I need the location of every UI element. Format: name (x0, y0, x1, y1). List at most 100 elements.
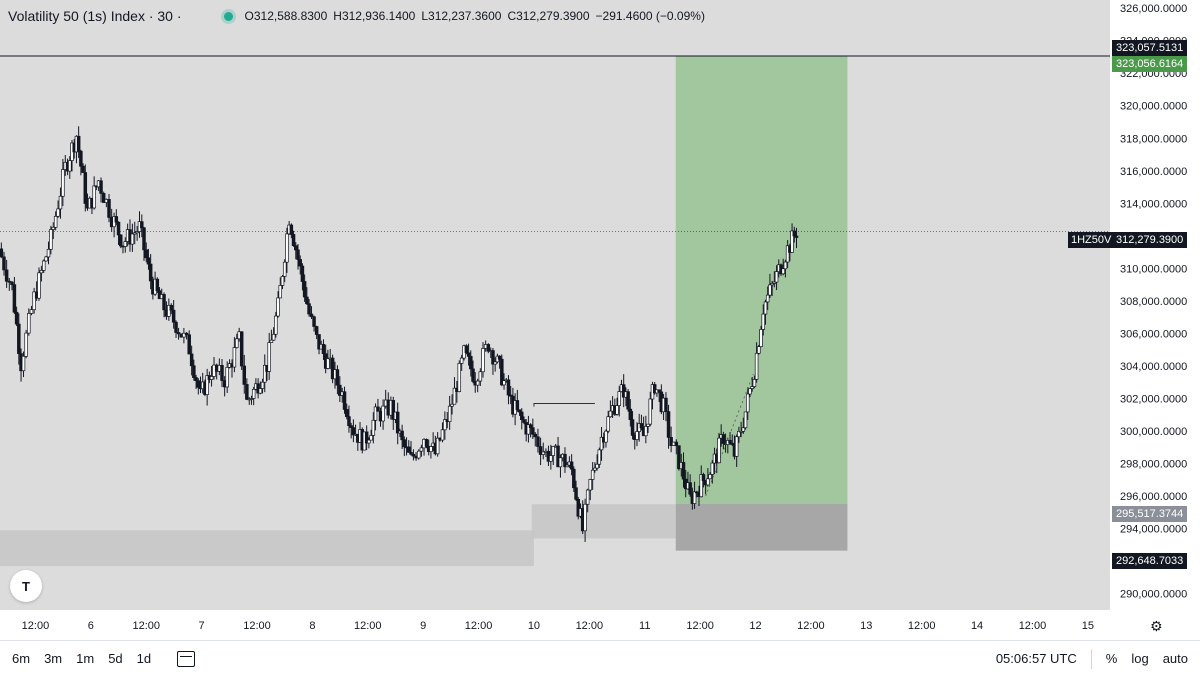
candle-body (497, 355, 502, 360)
candle-body (351, 427, 356, 436)
candle-body (326, 358, 330, 369)
candle-body (761, 313, 766, 330)
candle-body (792, 230, 797, 237)
candle-body (81, 165, 85, 173)
candle-body (338, 384, 342, 396)
candle-body (635, 431, 639, 440)
candle-body (39, 270, 44, 274)
candle-body (757, 346, 761, 354)
candle-body (748, 388, 752, 395)
time-tick-label: 6 (88, 620, 94, 632)
time-tick-label: 12 (749, 620, 761, 632)
candle-body (741, 427, 746, 432)
clock-time[interactable]: 05:06:57 UTC (995, 651, 1077, 666)
ohlc-close: C312,279.3900 (507, 9, 590, 23)
candle-body (734, 436, 739, 457)
candle-body (92, 185, 96, 209)
time-tick-label: 10 (528, 620, 540, 632)
candle-body (739, 430, 743, 433)
candle-body (493, 361, 497, 365)
symbol-title[interactable]: Volatility 50 (1s) Index · 30 · (8, 8, 182, 24)
candle-body (192, 365, 196, 378)
range-1m-button[interactable]: 1m (76, 651, 95, 666)
candle-body (14, 311, 19, 325)
current-price-tag: 312,279.3900 (1112, 232, 1188, 248)
toolbar-right: 05:06:57 UTC % log auto (996, 641, 1188, 675)
candle-body (750, 386, 754, 389)
candle-body (302, 281, 307, 298)
candle-body (76, 135, 81, 152)
chart-area[interactable]: Volatility 50 (1s) Index · 30 · O312,588… (0, 0, 1110, 610)
range-3m-button[interactable]: 3m (44, 651, 63, 666)
candle-body (710, 462, 715, 475)
chart-canvas[interactable] (0, 0, 1110, 610)
percent-scale-button[interactable]: % (1105, 651, 1118, 666)
candle-body (148, 263, 153, 282)
candle-body (669, 437, 673, 446)
candle-body (269, 339, 274, 343)
candle-body (282, 261, 287, 277)
time-tick-label: 12:00 (686, 620, 714, 632)
time-axis[interactable]: 12:00 6 12:00 7 12:00 8 12:00 9 12:00 10 12:00 11 12… (0, 610, 1110, 640)
candle-body (162, 294, 166, 311)
candles (0, 126, 799, 542)
candle-body (520, 411, 524, 420)
candle-body (599, 436, 604, 451)
price-tick-label: 310,000.0000 (1120, 263, 1187, 275)
candle-body (502, 380, 506, 386)
ohlc-values: O312,588.8300 H312,936.1400 L312,237.360… (245, 9, 705, 23)
entry-price-tag: 295,517.3744 (1112, 506, 1188, 522)
candle-body (699, 474, 703, 498)
log-scale-button[interactable]: log (1131, 651, 1149, 666)
candle-body (42, 260, 46, 271)
range-1d-button[interactable]: 1d (136, 651, 152, 666)
candle-body (617, 391, 622, 406)
candle-body (608, 410, 613, 418)
stop-price-tag: 292,648.7033 (1112, 553, 1188, 569)
horizontal-line-price-tag: 323,057.5131 (1112, 40, 1188, 56)
candle-body (452, 387, 457, 405)
candle-body (648, 398, 653, 425)
candle-body (276, 297, 280, 317)
candle-body (576, 498, 581, 517)
candle-body (471, 368, 475, 382)
price-tick-label: 306,000.0000 (1120, 328, 1187, 340)
candle-body (590, 469, 595, 480)
date-range-calendar-icon[interactable] (177, 650, 196, 667)
candle-body (646, 423, 650, 427)
range-5d-button[interactable]: 5d (108, 651, 123, 666)
candle-body (765, 294, 770, 303)
time-axis-ticks: 12:00 6 12:00 7 12:00 8 12:00 9 12:00 10 12:00 11 12… (22, 620, 1094, 632)
candle-body (187, 334, 191, 355)
candle-body (209, 376, 214, 380)
zone-rect-0 (0, 530, 534, 567)
candle-body (118, 234, 123, 247)
candle-body (409, 451, 413, 455)
candle-body (674, 441, 679, 447)
candle-body (440, 429, 445, 441)
zone-rect-1 (531, 504, 676, 539)
candle-body (644, 426, 648, 437)
tradingview-logo-icon[interactable]: T (10, 570, 42, 602)
bottom-toolbar: 6m 3m 1m 5d 1d 05:06:57 UTC % log auto (0, 640, 1200, 675)
candle-body (278, 285, 283, 299)
auto-scale-button[interactable]: auto (1162, 651, 1188, 666)
symbol-tag: 1HZ50V (1068, 232, 1115, 248)
candle-body (68, 160, 72, 172)
candle-body (335, 369, 340, 386)
price-tick-label: 326,000.0000 (1120, 3, 1187, 15)
candle-body (32, 291, 36, 311)
candle-body (402, 439, 407, 448)
candle-body (730, 442, 734, 445)
candle-body (29, 309, 34, 314)
candle-body (260, 381, 265, 389)
candle-body (133, 232, 137, 235)
candle-body (459, 357, 464, 364)
price-tick-label: 314,000.0000 (1120, 198, 1187, 210)
candle-body (628, 408, 633, 420)
settings-gear-icon[interactable]: ⚙ (1150, 618, 1163, 634)
candle-body (61, 169, 65, 197)
candle-body (189, 353, 194, 367)
range-6m-button[interactable]: 6m (12, 651, 31, 666)
time-tick-label: 12:00 (243, 620, 271, 632)
